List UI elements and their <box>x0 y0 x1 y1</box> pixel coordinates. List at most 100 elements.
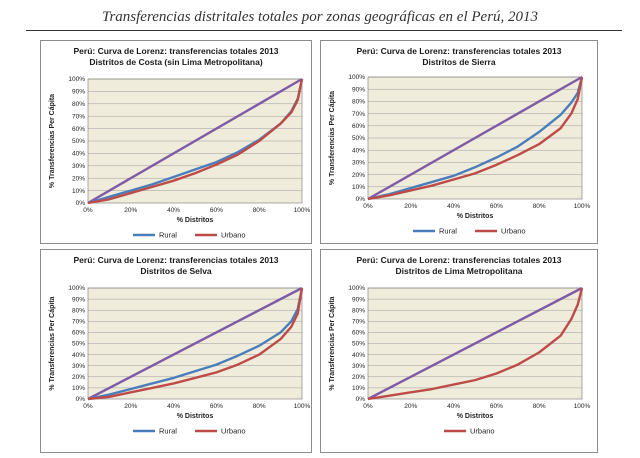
y-tick-label: 100% <box>68 76 85 83</box>
y-tick-label: 30% <box>72 363 85 370</box>
y-tick-label: 60% <box>352 123 365 130</box>
y-tick-label: 40% <box>352 147 365 154</box>
equality-line <box>87 286 303 401</box>
y-tick-label: 40% <box>72 352 85 359</box>
y-tick-label: 40% <box>72 151 85 158</box>
y-tick-label: 70% <box>352 111 365 118</box>
y-tick-label: 0% <box>76 200 86 207</box>
y-tick-label: 50% <box>72 341 85 348</box>
x-tick-label: 80% <box>253 403 266 410</box>
chart-title-line1: Perú: Curva de Lorenz: transferencias to… <box>73 255 279 265</box>
y-tick-label: 90% <box>352 296 365 303</box>
x-tick-label: 0% <box>363 203 373 210</box>
y-axis-label: % Transferencias Per Cápita <box>49 296 56 390</box>
x-tick-label: 80% <box>253 207 266 214</box>
chart-title: Perú: Curva de Lorenz: transferencias to… <box>321 255 597 277</box>
y-tick-label: 0% <box>356 396 366 403</box>
chart-title: Perú: Curva de Lorenz: transferencias to… <box>41 255 311 277</box>
chart-title: Perú: Curva de Lorenz: transferencias to… <box>321 46 597 68</box>
chart-title-line1: Perú: Curva de Lorenz: transferencias to… <box>356 46 562 56</box>
title-divider <box>26 30 622 31</box>
x-tick-label: 40% <box>167 403 180 410</box>
plot-border <box>87 78 303 204</box>
y-tick-label: 90% <box>352 86 365 93</box>
x-tick-label: 40% <box>447 203 460 210</box>
chart-panel-sierra: Perú: Curva de Lorenz: transferencias to… <box>320 40 598 244</box>
x-tick-label: 80% <box>533 203 546 210</box>
x-tick-label: 60% <box>210 207 223 214</box>
y-tick-label: 0% <box>76 396 86 403</box>
y-tick-label: 10% <box>352 184 365 191</box>
y-axis-label: % Transferencias Per Cápita <box>329 91 336 185</box>
chart-title-line1: Perú: Curva de Lorenz: transferencias to… <box>356 255 562 265</box>
y-tick-label: 90% <box>72 296 85 303</box>
y-tick-label: 20% <box>72 175 85 182</box>
y-tick-label: 60% <box>72 330 85 337</box>
y-tick-label: 0% <box>356 196 366 203</box>
plot-border <box>87 287 303 400</box>
plot-border <box>367 287 583 400</box>
x-tick-label: 20% <box>124 403 137 410</box>
x-tick-label: 0% <box>83 403 93 410</box>
x-axis-label: % Distritos <box>177 413 214 420</box>
x-tick-label: 20% <box>404 403 417 410</box>
chart-title-line2: Distritos de Sierra <box>422 57 496 67</box>
y-tick-label: 90% <box>72 89 85 96</box>
page-title: Transferencias distritales totales por z… <box>101 9 539 25</box>
lorenz-chart-sierra: 0% 10% 20% 30% 40% 50% 60% 70% 80% 90% 100% 0% 20% 40… <box>329 74 591 236</box>
series-line-urbano <box>367 76 584 201</box>
x-tick-label: 60% <box>490 403 503 410</box>
y-tick-label: 20% <box>352 172 365 179</box>
equality-line <box>87 77 303 205</box>
y-tick-label: 60% <box>72 126 85 133</box>
y-axis-label: % Transferencias Per Cápita <box>329 296 336 390</box>
y-tick-label: 50% <box>352 135 365 142</box>
y-tick-label: 50% <box>72 138 85 145</box>
legend-label-urbano: Urbano <box>221 427 246 436</box>
y-tick-label: 40% <box>352 352 365 359</box>
x-axis-label: % Distritos <box>177 217 214 224</box>
y-tick-label: 70% <box>352 319 365 326</box>
y-tick-label: 10% <box>72 385 85 392</box>
x-tick-label: 0% <box>363 403 373 410</box>
series-line-rural <box>367 76 584 201</box>
x-tick-label: 40% <box>447 403 460 410</box>
lorenz-chart-costa: 0% 10% 20% 30% 40% 50% 60% 70% 80% 90% 100% 0% 20% 40… <box>49 76 311 240</box>
x-tick-label: 40% <box>167 207 180 214</box>
y-tick-label: 20% <box>352 374 365 381</box>
chart-title-line2: Distritos de Lima Metropolitana <box>395 266 523 276</box>
x-tick-label: 100% <box>294 207 311 214</box>
series-line-urbano <box>87 78 304 205</box>
legend-label-urbano: Urbano <box>470 427 495 436</box>
series-line-rural <box>87 287 304 401</box>
series-line-urbano <box>367 287 584 401</box>
equality-line <box>367 286 583 401</box>
y-tick-label: 60% <box>352 330 365 337</box>
y-tick-label: 30% <box>352 363 365 370</box>
y-tick-label: 100% <box>348 74 365 81</box>
y-tick-label: 100% <box>68 285 85 292</box>
y-tick-label: 70% <box>72 319 85 326</box>
y-tick-label: 80% <box>72 101 85 108</box>
x-axis-label: % Distritos <box>457 413 494 420</box>
x-axis-label: % Distritos <box>457 213 494 220</box>
series-line-urbano <box>87 287 304 401</box>
x-tick-label: 0% <box>83 207 93 214</box>
chart-title-line2: Distritos de Costa (sin Lima Metropolita… <box>89 57 263 67</box>
lorenz-chart-selva: 0% 10% 20% 30% 40% 50% 60% 70% 80% 90% 100% 0% 20% 40… <box>49 285 311 436</box>
x-tick-label: 60% <box>210 403 223 410</box>
x-tick-label: 20% <box>124 207 137 214</box>
legend-label-rural: Rural <box>159 231 177 240</box>
y-tick-label: 30% <box>352 160 365 167</box>
legend-label-urbano: Urbano <box>501 227 526 236</box>
y-tick-label: 50% <box>352 341 365 348</box>
y-tick-label: 10% <box>72 188 85 195</box>
chart-title-line1: Perú: Curva de Lorenz: transferencias to… <box>73 46 279 56</box>
y-tick-label: 100% <box>348 285 365 292</box>
chart-title-line2: Distritos de Selva <box>140 266 212 276</box>
x-tick-label: 100% <box>574 403 591 410</box>
x-tick-label: 100% <box>574 203 591 210</box>
legend-label-rural: Rural <box>439 227 457 236</box>
chart-panel-selva: Perú: Curva de Lorenz: transferencias to… <box>40 249 312 453</box>
y-tick-label: 20% <box>72 374 85 381</box>
